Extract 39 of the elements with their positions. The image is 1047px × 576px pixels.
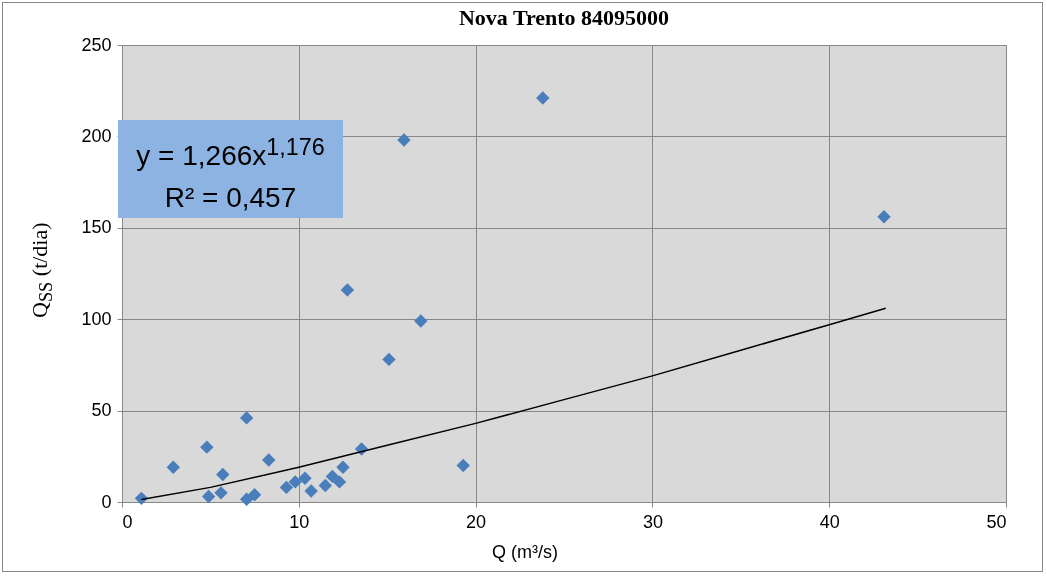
point	[304, 484, 318, 498]
point	[262, 453, 276, 467]
annotation: y = 1,266x$^{1,176}$	[136, 134, 325, 172]
x-tick-label: 30	[642, 511, 663, 532]
chart-title: Nova Trento 84095000	[458, 5, 670, 30]
point	[239, 492, 254, 506]
x-tick-label: 20	[466, 511, 487, 532]
y-tick-label: 150	[81, 217, 112, 238]
point	[536, 91, 550, 105]
y-tick-label: 250	[81, 34, 112, 55]
point	[279, 480, 294, 495]
point	[456, 458, 470, 473]
point	[877, 210, 891, 224]
point	[332, 475, 347, 489]
point	[414, 314, 428, 328]
x-axis-title: Q (m³/s)	[491, 542, 559, 563]
point	[382, 352, 396, 367]
point	[166, 460, 180, 474]
point	[397, 133, 411, 147]
x-tick-label: 0	[122, 511, 133, 532]
point	[200, 440, 214, 454]
point	[318, 478, 333, 493]
point	[201, 489, 216, 504]
x-tick-label: 50	[986, 511, 1007, 532]
annotation: R² = 0,457	[164, 182, 297, 214]
y-tick-label: 50	[91, 400, 112, 421]
y-tick-label: 200	[81, 125, 112, 146]
point	[298, 471, 312, 485]
point	[336, 460, 350, 474]
y-tick-label: 0	[101, 491, 112, 512]
point	[247, 487, 262, 502]
y-tick-label: 100	[81, 308, 112, 329]
x-tick-label: 40	[819, 511, 840, 532]
point	[214, 486, 228, 500]
point	[340, 283, 355, 297]
point	[288, 475, 302, 489]
point	[239, 411, 254, 425]
point	[216, 467, 230, 482]
x-tick-label: 10	[289, 511, 310, 532]
